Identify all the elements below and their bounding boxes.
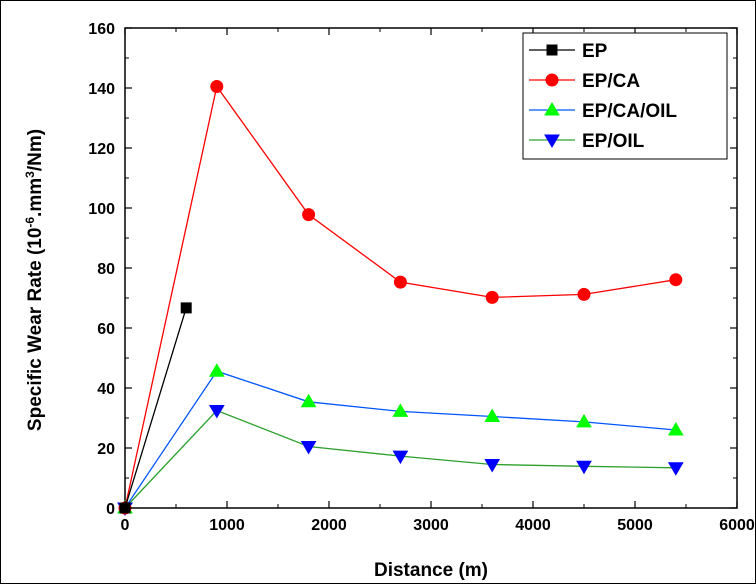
y-axis-title-suffix: /Nm) (25, 129, 46, 171)
data-point-ep-ca (302, 208, 316, 222)
data-point-ep-oil (392, 450, 409, 465)
y-axis-title-prefix: Specific Wear Rate (10 (25, 228, 46, 431)
y-tick-label: 120 (88, 141, 115, 158)
legend-label-ep: EP (582, 41, 608, 62)
y-tick-label: 100 (88, 201, 115, 218)
y-tick-label: 160 (88, 21, 115, 38)
series-line-ep-ca-oil (124, 370, 676, 509)
data-point-ep-oil (484, 459, 501, 473)
series-layer (117, 80, 684, 516)
data-point-ep-ca-oil (667, 422, 684, 436)
y-tick-label: 140 (88, 81, 115, 98)
data-point-ep-ca-oil (484, 408, 501, 422)
legend-label-ep-ca: EP/CA (582, 71, 640, 92)
series-ep-ca-oil (117, 363, 684, 514)
legend-marker-ep (546, 44, 558, 56)
data-point-ep-oil (667, 462, 684, 476)
y-tick-label: 0 (106, 501, 115, 518)
data-point-ep-ca (669, 273, 683, 287)
x-tick-label: 4000 (515, 517, 551, 534)
data-point-ep-ca (210, 80, 224, 93)
series-line-ep (124, 307, 187, 509)
y-axis-title-middle: .mm (25, 178, 46, 217)
data-point-ep-ca-oil (300, 393, 317, 408)
series-ep-oil (117, 405, 684, 516)
data-point-ep-oil (300, 441, 317, 455)
legend-marker-ep-ca (545, 73, 559, 87)
legend-marker-ep-oil (544, 134, 560, 148)
x-tick-label: 1000 (209, 517, 245, 534)
data-point-ep-ca (393, 275, 407, 289)
data-point-ep (180, 302, 192, 314)
data-point-ep-ca-oil (392, 403, 409, 417)
axis-ticks: 0 1000 2000 3000 4000 5000 6000 0 20 40 60 80 100 120… (88, 21, 755, 534)
data-point-ep-ca-oil (576, 413, 592, 428)
x-tick-label: 6000 (719, 517, 755, 534)
y-axis-title-exp1: -6 (23, 217, 37, 228)
data-point-ep-oil (576, 460, 592, 475)
legend: EP EP/CA EP/CA/OIL EP/OIL (522, 32, 728, 160)
y-tick-label: 80 (97, 261, 115, 278)
y-axis-title-exp2: 3 (23, 171, 37, 178)
data-point-ep-ca-oil (208, 363, 225, 377)
x-axis-title: Distance (m) (374, 560, 488, 581)
y-tick-label: 40 (97, 381, 115, 398)
x-tick-label: 3000 (413, 517, 449, 534)
y-tick-label: 20 (97, 441, 115, 458)
x-tick-label: 2000 (311, 517, 347, 534)
x-tick-label: 5000 (617, 517, 653, 534)
data-point-ep-oil (208, 405, 225, 419)
data-point-ep-ca (485, 290, 499, 304)
legend-label-ep-oil: EP/OIL (582, 131, 645, 152)
x-tick-label: 0 (121, 517, 130, 534)
y-tick-label: 60 (97, 321, 115, 338)
legend-label-ep-ca-oil: EP/CA/OIL (582, 101, 677, 122)
data-point-ep-ca (577, 287, 591, 301)
y-axis-title: Specific Wear Rate (10-6.mm3/Nm) (23, 129, 46, 431)
legend-marker-ep-ca-oil (544, 102, 560, 116)
